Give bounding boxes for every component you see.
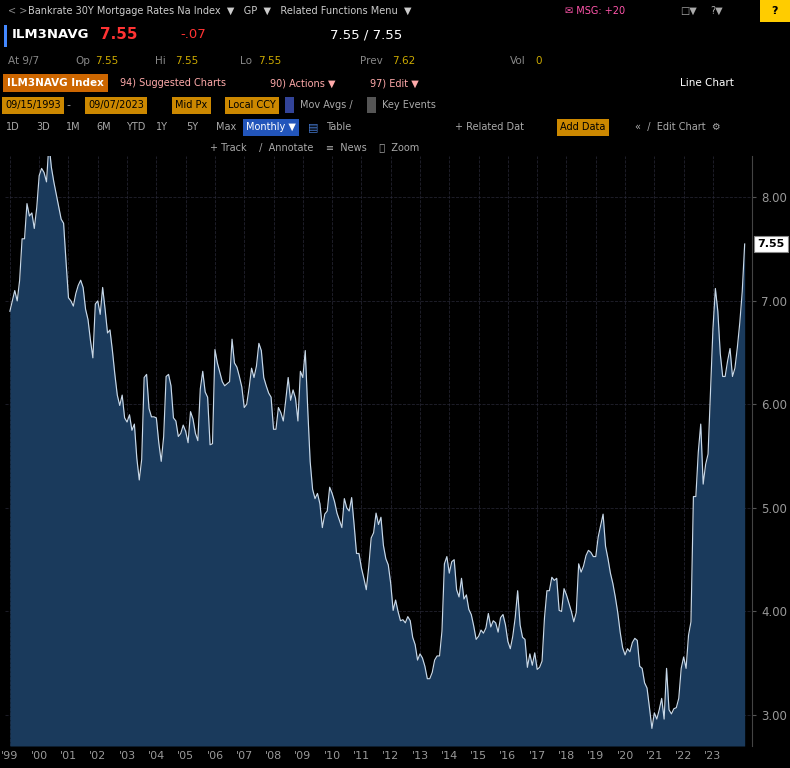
Bar bbox=[367, 98, 376, 113]
Text: Max: Max bbox=[216, 122, 236, 132]
Bar bbox=[4, 25, 7, 47]
Text: 94) Suggested Charts: 94) Suggested Charts bbox=[120, 78, 226, 88]
Bar bbox=[760, 0, 790, 22]
Text: Add Data: Add Data bbox=[560, 122, 605, 132]
Text: ✉ MSG: +20: ✉ MSG: +20 bbox=[565, 6, 625, 16]
Text: Monthly ▼: Monthly ▼ bbox=[246, 122, 296, 132]
Text: -: - bbox=[66, 100, 70, 110]
Text: + Track    /  Annotate    ≡  News    🔍  Zoom: + Track / Annotate ≡ News 🔍 Zoom bbox=[210, 142, 419, 152]
Text: Local CCY: Local CCY bbox=[228, 100, 276, 110]
Text: < >: < > bbox=[8, 6, 28, 16]
Text: 90) Actions ▼: 90) Actions ▼ bbox=[270, 78, 336, 88]
Text: Line Chart: Line Chart bbox=[680, 78, 734, 88]
Text: Prev: Prev bbox=[360, 56, 382, 66]
Text: 7.55: 7.55 bbox=[758, 239, 784, 249]
Text: 09/07/2023: 09/07/2023 bbox=[88, 100, 144, 110]
Text: 7.55: 7.55 bbox=[100, 27, 137, 42]
Text: 7.55 / 7.55: 7.55 / 7.55 bbox=[330, 28, 402, 41]
Text: 7.55: 7.55 bbox=[95, 56, 118, 66]
Text: Vol: Vol bbox=[510, 56, 526, 66]
Bar bbox=[285, 98, 294, 113]
Text: 7.55: 7.55 bbox=[175, 56, 198, 66]
Bar bbox=[3, 74, 108, 92]
Text: YTD: YTD bbox=[126, 122, 145, 132]
Text: 7.62: 7.62 bbox=[392, 56, 416, 66]
Text: 09/15/1993: 09/15/1993 bbox=[5, 100, 61, 110]
Text: Key Events: Key Events bbox=[382, 100, 436, 110]
Text: 97) Edit ▼: 97) Edit ▼ bbox=[370, 78, 419, 88]
Text: Table: Table bbox=[326, 122, 352, 132]
Text: 1Y: 1Y bbox=[156, 122, 168, 132]
Text: Hi: Hi bbox=[155, 56, 166, 66]
Text: At 9/7: At 9/7 bbox=[8, 56, 40, 66]
Text: 1M: 1M bbox=[66, 122, 81, 132]
Text: ?: ? bbox=[772, 6, 778, 16]
Text: Op: Op bbox=[75, 56, 90, 66]
Text: 0: 0 bbox=[535, 56, 541, 66]
Text: 6M: 6M bbox=[96, 122, 111, 132]
Text: -.07: -.07 bbox=[180, 28, 205, 41]
Text: 5Y: 5Y bbox=[186, 122, 198, 132]
Text: Mid Px: Mid Px bbox=[175, 100, 207, 110]
Text: Lo: Lo bbox=[240, 56, 252, 66]
Text: ?▼: ?▼ bbox=[710, 6, 723, 16]
Text: 7.55: 7.55 bbox=[258, 56, 281, 66]
Text: Mov Avgs /: Mov Avgs / bbox=[300, 100, 352, 110]
Text: 3D: 3D bbox=[36, 122, 50, 132]
Text: + Related Dat: + Related Dat bbox=[455, 122, 524, 132]
Text: □▼: □▼ bbox=[680, 6, 697, 16]
Text: ILM3NAVG: ILM3NAVG bbox=[12, 28, 89, 41]
Text: ▤: ▤ bbox=[308, 122, 318, 132]
Text: «  /  Edit Chart  ⚙: « / Edit Chart ⚙ bbox=[635, 122, 720, 132]
Text: ILM3NAVG Index: ILM3NAVG Index bbox=[6, 78, 103, 88]
Text: Bankrate 30Y Mortgage Rates Na Index  ▼   GP  ▼   Related Functions Menu  ▼: Bankrate 30Y Mortgage Rates Na Index ▼ G… bbox=[28, 6, 412, 16]
Text: 1D: 1D bbox=[6, 122, 20, 132]
